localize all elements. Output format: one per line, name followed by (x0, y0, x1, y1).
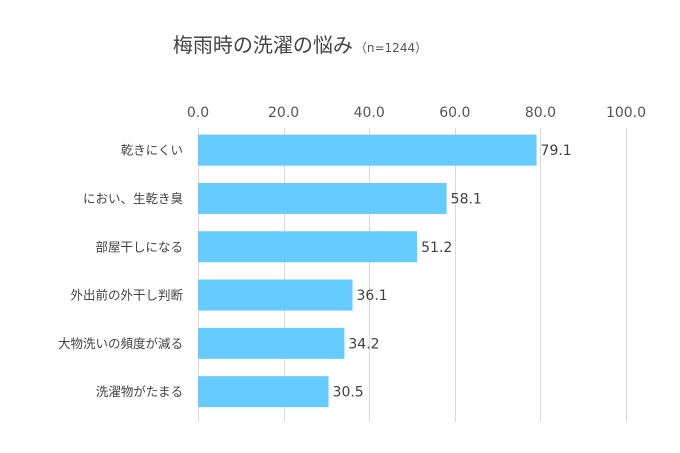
x-tick-label: 40.0 (354, 105, 385, 121)
category-labels: 乾きにくいにおい、生乾き臭部屋干しになる外出前の外干し判断大物洗いの頻度が減る洗… (58, 143, 183, 400)
category-label: 部屋干しになる (95, 239, 183, 254)
bar (198, 182, 447, 214)
x-tick-label: 0.0 (187, 105, 209, 121)
data-label: 58.1 (451, 191, 482, 207)
chart-title-main: 梅雨時の洗濯の悩み (173, 33, 353, 57)
x-tick-label: 80.0 (525, 105, 556, 121)
category-label: 大物洗いの頻度が減る (58, 336, 183, 351)
category-label: におい、生乾き臭 (83, 191, 183, 206)
data-label: 79.1 (541, 143, 572, 159)
category-label: 洗濯物がたまる (96, 384, 183, 399)
x-axis-tick-labels: 0.0 20.0 40.0 60.0 80.0 100.0 (187, 105, 646, 121)
data-labels: 79.1 58.1 51.2 36.1 34.2 30.5 (333, 143, 572, 401)
data-label: 51.2 (421, 240, 452, 256)
category-label: 外出前の外干し判断 (70, 288, 183, 303)
bar (198, 376, 329, 408)
bar (198, 327, 345, 359)
data-label: 30.5 (333, 385, 364, 401)
bar (198, 231, 418, 263)
gridlines (198, 128, 627, 422)
x-tick-label: 60.0 (439, 105, 470, 121)
data-label: 34.2 (348, 336, 379, 352)
x-tick-label: 20.0 (268, 105, 299, 121)
x-tick-label: 100.0 (606, 105, 646, 121)
bar (198, 279, 353, 311)
bars (198, 134, 537, 408)
category-label: 乾きにくい (121, 143, 183, 158)
chart-title: 梅雨時の洗濯の悩み （n=1244） (173, 33, 427, 57)
chart-title-sample-size: （n=1244） (355, 41, 427, 55)
bar (198, 134, 537, 166)
data-label: 36.1 (357, 288, 388, 304)
